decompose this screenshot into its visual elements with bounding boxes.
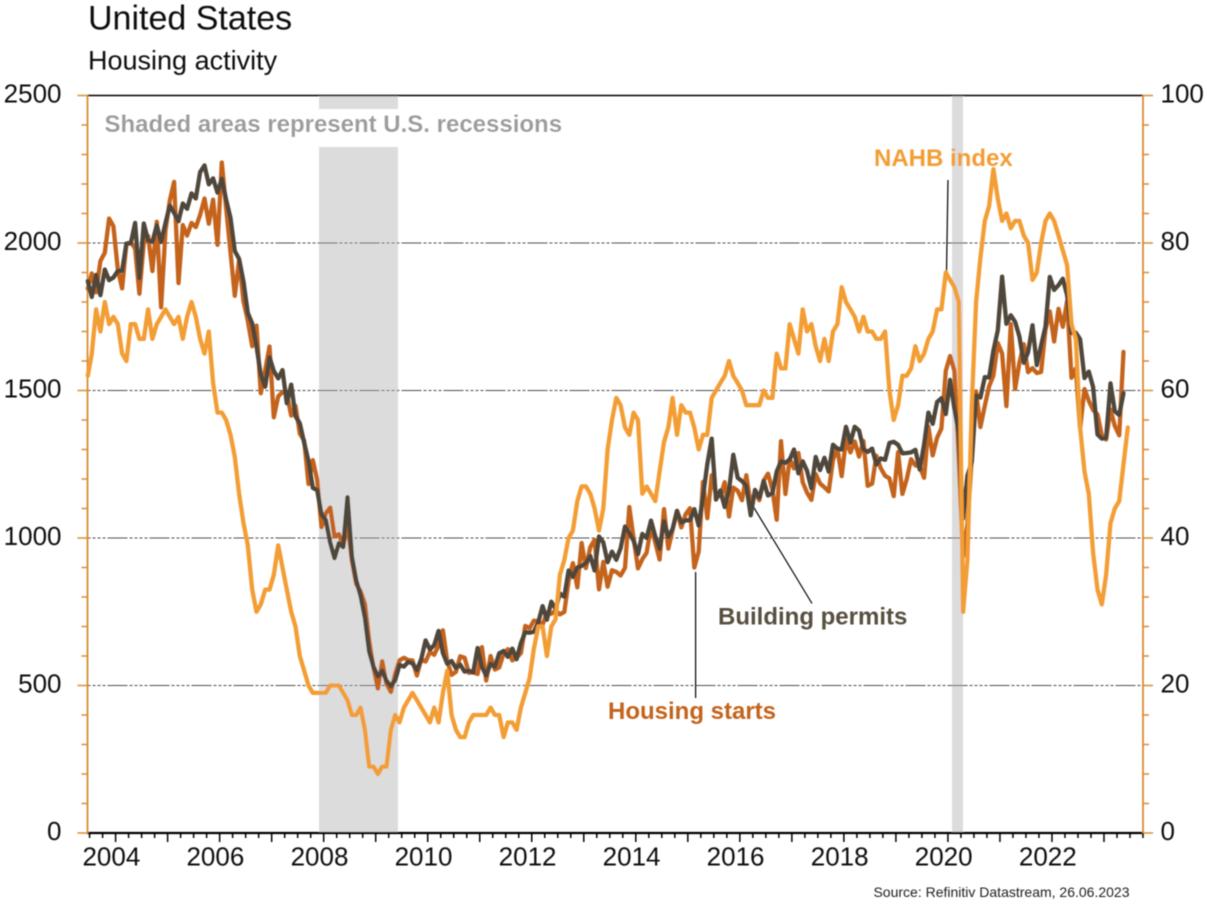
svg-text:2016: 2016 (707, 842, 765, 872)
svg-text:United States: United States (88, 0, 292, 38)
svg-text:2000: 2000 (4, 226, 62, 256)
svg-text:2008: 2008 (291, 842, 349, 872)
svg-text:2004: 2004 (82, 842, 140, 872)
svg-text:2006: 2006 (186, 842, 244, 872)
svg-text:2022: 2022 (1019, 842, 1077, 872)
svg-text:Source: Refinitiv Datastream,: Source: Refinitiv Datastream, 26.06.2023 (873, 884, 1129, 900)
svg-text:0: 0 (1161, 816, 1175, 846)
svg-text:40: 40 (1161, 521, 1190, 551)
svg-text:60: 60 (1161, 374, 1190, 404)
svg-text:2010: 2010 (395, 842, 453, 872)
svg-text:20: 20 (1161, 669, 1190, 699)
svg-text:2012: 2012 (499, 842, 557, 872)
svg-text:0: 0 (47, 816, 61, 846)
svg-text:2018: 2018 (811, 842, 869, 872)
svg-text:NAHB index: NAHB index (874, 145, 1013, 172)
svg-text:100: 100 (1161, 79, 1204, 109)
svg-text:Building permits: Building permits (718, 604, 907, 631)
svg-text:2500: 2500 (4, 79, 62, 109)
svg-text:2020: 2020 (915, 842, 973, 872)
svg-text:Shaded areas represent U.S. re: Shaded areas represent U.S. recessions (105, 111, 563, 138)
svg-text:Housing activity: Housing activity (88, 46, 278, 76)
svg-text:1500: 1500 (4, 374, 62, 404)
svg-text:1000: 1000 (4, 521, 62, 551)
svg-text:Housing starts: Housing starts (608, 698, 776, 725)
svg-text:2014: 2014 (603, 842, 661, 872)
svg-text:500: 500 (18, 669, 61, 699)
svg-text:80: 80 (1161, 226, 1190, 256)
